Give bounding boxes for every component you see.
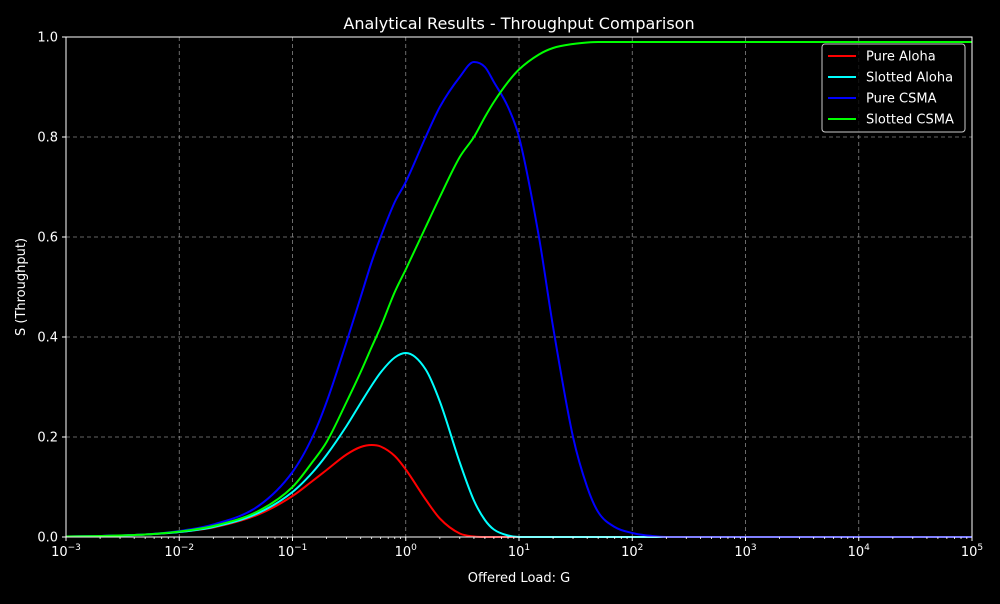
series-line-pure-csma [65, 61, 972, 538]
y-tick-label: 0.0 [37, 531, 58, 546]
x-tick-label: 10−3 [51, 543, 81, 560]
x-tick-label: 10−2 [164, 543, 194, 560]
y-axis-label: S (Throughput) [14, 238, 29, 336]
y-tick-label: 1.0 [37, 31, 58, 46]
legend-label-slotted-csma: Slotted CSMA [866, 113, 954, 128]
x-tick-label: 101 [508, 543, 530, 560]
y-tick-label: 0.6 [37, 231, 58, 246]
x-tick-label: 105 [961, 543, 983, 560]
x-axis-label: Offered Load: G [468, 571, 570, 586]
legend-label-pure-csma: Pure CSMA [866, 92, 937, 107]
x-tick-label: 100 [395, 543, 418, 560]
series-line-slotted-csma [65, 40, 972, 538]
x-tick-label: 102 [621, 543, 643, 560]
legend: Pure Aloha Slotted Aloha Pure CSMA Slotted … [821, 43, 966, 133]
legend-box [821, 43, 966, 133]
legend-label-slotted-aloha: Slotted Aloha [866, 71, 953, 86]
y-tick-label: 0.2 [37, 431, 58, 446]
x-tick-label: 10−1 [278, 543, 308, 560]
chart-title: Analytical Results - Throughput Comparis… [343, 14, 694, 33]
y-tick-label: 0.8 [37, 131, 58, 146]
x-tick-label: 104 [848, 543, 871, 560]
legend-label-pure-aloha: Pure Aloha [866, 50, 936, 65]
y-axis: 0.0 0.2 0.4 0.6 0.8 1.0 [37, 31, 66, 546]
y-tick-label: 0.4 [37, 331, 58, 346]
x-axis: 10−3 10−2 10−1 100 101 102 103 104 105 [51, 537, 983, 560]
x-tick-label: 103 [734, 543, 756, 560]
